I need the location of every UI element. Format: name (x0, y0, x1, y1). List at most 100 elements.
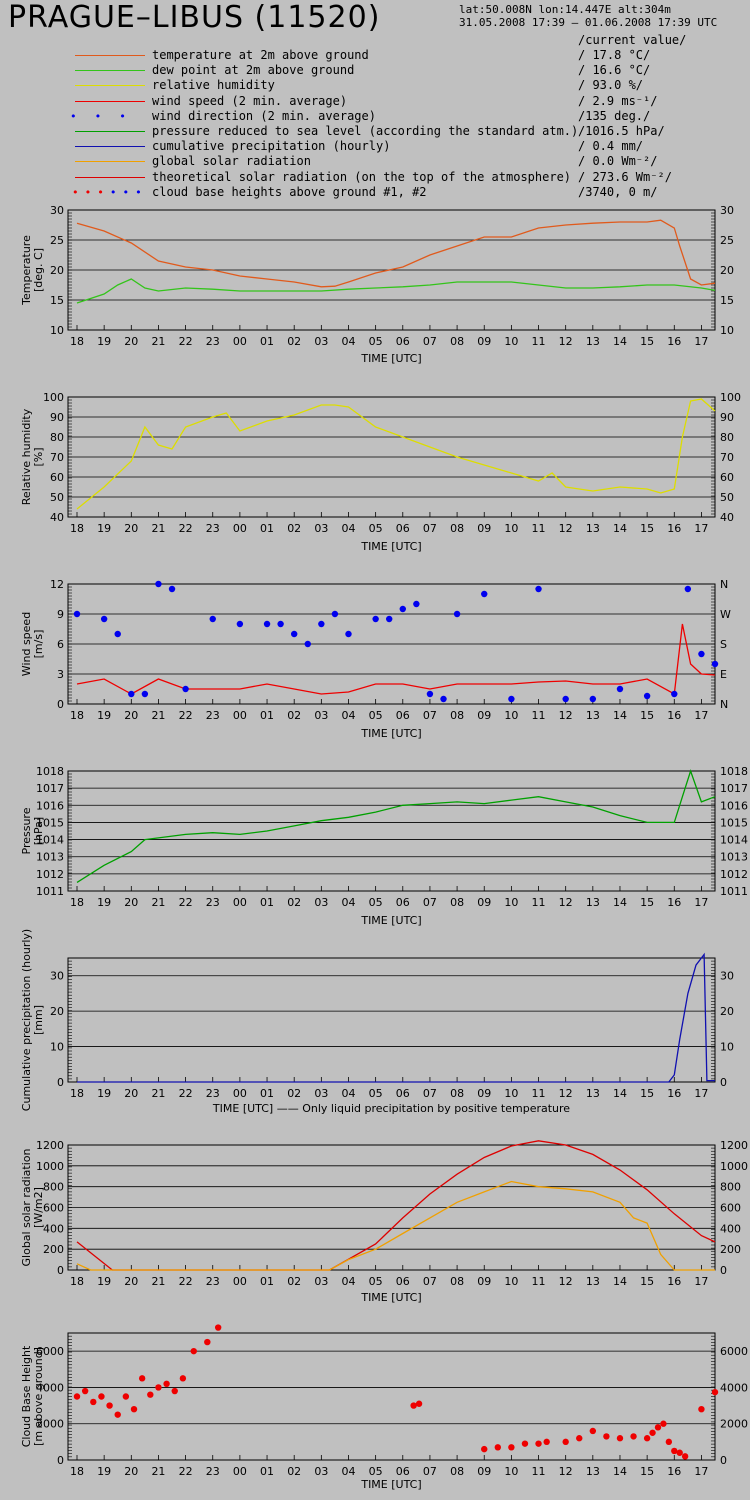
x-tick-label: 17 (694, 1465, 708, 1478)
x-tick-label: 23 (206, 1465, 220, 1478)
y2-tick-label: 10 (720, 1041, 734, 1054)
x-tick-label: 22 (179, 1465, 193, 1478)
x-tick-label: 13 (586, 709, 600, 722)
x-tick-label: 00 (233, 522, 247, 535)
y-axis-label: Wind speed (20, 612, 33, 676)
time-period: 31.05.2008 17:39 – 01.06.2008 17:39 UTC (459, 16, 718, 29)
series-line (76, 623, 716, 696)
y2-tick-label: 1018 (720, 765, 748, 778)
x-tick-label: 01 (260, 335, 274, 348)
y-tick-label: 10 (50, 324, 64, 337)
x-tick-label: 19 (97, 896, 111, 909)
data-point (98, 1393, 105, 1400)
x-tick-label: 19 (97, 522, 111, 535)
x-tick-label: 01 (260, 1087, 274, 1100)
x-tick-label: 09 (477, 709, 491, 722)
x-tick-label: 01 (260, 896, 274, 909)
x-tick-label: 23 (206, 709, 220, 722)
x-tick-label: 18 (70, 522, 84, 535)
x-tick-label: 08 (450, 335, 464, 348)
x-tick-label: 21 (151, 709, 165, 722)
x-tick-label: 15 (640, 522, 654, 535)
x-tick-label: 16 (667, 896, 681, 909)
x-tick-label: 14 (613, 1465, 627, 1478)
data-point (163, 1380, 170, 1388)
data-point (440, 695, 447, 703)
data-point (263, 620, 271, 628)
data-point (589, 695, 597, 703)
x-tick-label: 06 (396, 335, 410, 348)
y-tick-label: 0 (57, 1264, 64, 1277)
x-tick-label: 11 (532, 1087, 546, 1100)
x-tick-label: 00 (233, 1465, 247, 1478)
x-tick-label: 02 (287, 709, 301, 722)
y2-tick-label: 1011 (720, 885, 748, 898)
y2-tick-label: 60 (720, 471, 734, 484)
x-tick-label: 09 (477, 1465, 491, 1478)
data-point (410, 1402, 417, 1409)
data-point (290, 630, 298, 638)
x-tick-label: 19 (97, 1087, 111, 1100)
x-tick-label: 11 (532, 1275, 546, 1288)
plot-frame (67, 1332, 716, 1461)
y2-direction-label: W (720, 608, 731, 621)
y2-tick-label: 600 (720, 1202, 741, 1215)
series-line (76, 768, 716, 883)
data-point (128, 690, 135, 698)
data-point (665, 1438, 673, 1446)
data-point (535, 1440, 542, 1447)
y2-tick-label: 1017 (720, 782, 748, 795)
legend-item: dew point at 2m above ground / 16.6 °C/ (0, 63, 750, 78)
data-point (304, 640, 311, 648)
data-point (277, 620, 284, 628)
x-tick-label: 16 (667, 522, 681, 535)
x-tick-label: 22 (179, 896, 193, 909)
x-tick-label: 14 (613, 1087, 627, 1100)
x-tick-label: 20 (124, 522, 138, 535)
x-tick-label: 05 (369, 709, 383, 722)
y2-tick-label: 400 (720, 1222, 741, 1235)
y-tick-label: 9 (57, 608, 64, 621)
data-point (508, 1444, 515, 1451)
x-tick-label: 04 (341, 335, 355, 348)
y2-tick-label: 6000 (720, 1345, 748, 1358)
data-point (508, 695, 515, 703)
x-tick-label: 12 (559, 896, 573, 909)
x-tick-label: 02 (287, 522, 301, 535)
x-tick-label: 02 (287, 1275, 301, 1288)
x-tick-label: 15 (640, 709, 654, 722)
x-tick-label: 14 (613, 1275, 627, 1288)
x-tick-label: 00 (233, 709, 247, 722)
x-tick-label: 16 (667, 1465, 681, 1478)
x-tick-label: 13 (586, 1087, 600, 1100)
data-point (711, 660, 719, 668)
data-point (90, 1398, 97, 1406)
series-line (76, 398, 716, 510)
x-tick-label: 07 (423, 709, 437, 722)
x-tick-label: 16 (667, 709, 681, 722)
y2-tick-label: 1200 (720, 1139, 748, 1152)
wind-chart: 0 N 3 E 6 S 9 W 12 N 18 19 20 21 22 23 00 01 02 03 04 05 06 07 0… (20, 578, 731, 740)
y2-tick-label: 30 (720, 204, 734, 217)
y2-direction-label: E (720, 668, 727, 681)
x-tick-label: 19 (97, 335, 111, 348)
x-tick-label: 18 (70, 709, 84, 722)
series-line (77, 952, 715, 1083)
data-point (711, 1388, 719, 1396)
y-tick-label: 1013 (36, 851, 64, 864)
x-axis-label: TIME [UTC] —— Only liquid precipitation … (212, 1102, 570, 1115)
y2-direction-label: N (720, 698, 728, 711)
y-axis-label: Temperature (20, 235, 33, 306)
x-tick-label: 11 (532, 1465, 546, 1478)
legend-label: temperature at 2m above ground (152, 48, 369, 62)
x-tick-label: 11 (532, 335, 546, 348)
x-tick-label: 22 (179, 1275, 193, 1288)
legend-item: •••••• cloud base heights above ground #1… (0, 185, 750, 200)
x-tick-label: 05 (369, 1275, 383, 1288)
data-point (616, 1435, 624, 1442)
x-tick-label: 17 (694, 1275, 708, 1288)
y2-tick-label: 100 (720, 391, 741, 404)
